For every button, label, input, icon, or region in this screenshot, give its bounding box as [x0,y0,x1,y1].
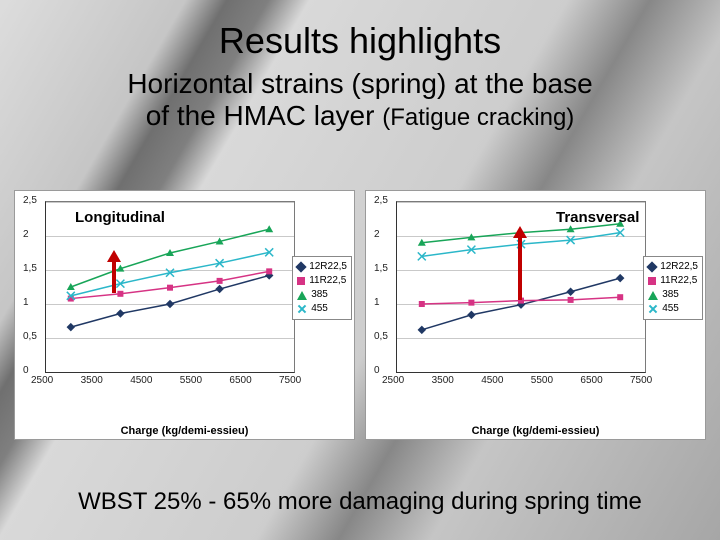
legend-marker-icon [648,291,658,300]
y-tick-label: 0 [23,365,29,376]
legend-item: 385 [648,288,698,302]
x-tick-label: 4500 [130,375,152,386]
x-tick-label: 2500 [31,375,53,386]
series-marker [265,225,273,232]
legend-marker-icon [648,277,656,285]
y-tick-label: 2 [374,229,380,240]
legend-marker-icon [297,304,307,314]
subtitle-line2b: (Fatigue cracking) [382,104,574,131]
legend-label: 11R22,5 [309,274,346,288]
x-tick-label: 6500 [229,375,251,386]
y-tick-label: 0,5 [374,331,388,342]
slide: Results highlights Horizontal strains (s… [0,0,720,540]
chart-svg [46,202,294,372]
red-arrow [515,238,525,299]
y-tick-label: 1 [374,297,380,308]
series-marker [167,285,173,291]
series-marker [617,294,623,300]
series-marker [616,274,624,282]
x-axis-label: Charge (kg/demi-essieu) [15,425,354,437]
page-title: Results highlights [0,0,720,62]
series-marker [468,300,474,306]
chart-left-title: Longitudinal [75,209,165,226]
legend-label: 12R22,5 [660,260,698,274]
x-tick-label: 7500 [630,375,652,386]
subtitle-line1: Horizontal strains (spring) at the base [127,68,592,99]
x-tick-label: 5500 [180,375,202,386]
page-subtitle: Horizontal strains (spring) at the base … [0,68,720,132]
chart-panel-transversal: Transversal 0 0,5 1 1,5 2 2,5 2500 3500 4500 5500… [365,190,706,440]
legend-item: 11R22,5 [297,274,347,288]
series-marker [166,300,174,308]
series-marker [67,323,75,331]
legend-marker-icon [296,261,307,272]
legend-item: 12R22,5 [648,260,698,274]
y-tick-label: 1,5 [374,263,388,274]
legend-item: 11R22,5 [648,274,698,288]
y-tick-label: 2 [23,229,29,240]
series-marker [566,288,574,296]
legend-marker-icon [648,304,658,314]
series-marker [568,297,574,303]
y-tick-label: 0 [374,365,380,376]
legend-label: 12R22,5 [309,260,347,274]
subtitle-line2a: of the HMAC layer [146,100,383,131]
y-tick-label: 1 [23,297,29,308]
legend-item: 455 [297,302,347,316]
y-tick-label: 2,5 [23,195,37,206]
legend-item: 455 [648,302,698,316]
series-marker [419,301,425,307]
chart-panel-longitudinal: Longitudinal 0 0,5 1 1,5 2 2,5 2500 3500 4500 550… [14,190,355,440]
x-tick-label: 6500 [580,375,602,386]
x-tick-label: 3500 [432,375,454,386]
legend-label: 385 [662,288,679,302]
x-tick-label: 7500 [279,375,301,386]
legend-item: 12R22,5 [297,260,347,274]
legend-label: 11R22,5 [660,274,697,288]
legend-label: 455 [662,302,679,316]
chart-right-title: Transversal [556,209,639,226]
legend-marker-icon [647,261,658,272]
y-tick-label: 0,5 [23,331,37,342]
legend-marker-icon [297,291,307,300]
legend-label: 385 [311,288,328,302]
charts-row: Longitudinal 0 0,5 1 1,5 2 2,5 2500 3500 4500 550… [14,190,706,440]
x-tick-label: 3500 [81,375,103,386]
bottom-note: WBST 25% - 65% more damaging during spri… [0,488,720,516]
x-axis-label: Charge (kg/demi-essieu) [366,425,705,437]
x-tick-label: 2500 [382,375,404,386]
red-arrow [109,262,119,293]
legend: 12R22,511R22,5385455 [292,256,352,320]
x-tick-label: 4500 [481,375,503,386]
series-marker [418,326,426,334]
legend-item: 385 [297,288,347,302]
series-marker [116,309,124,317]
series-marker [467,311,475,319]
x-tick-label: 5500 [531,375,553,386]
series-marker [215,285,223,293]
series-marker [266,268,272,274]
legend: 12R22,511R22,5385455 [643,256,703,320]
series-marker [217,278,223,284]
plot-area [45,201,295,373]
legend-label: 455 [311,302,328,316]
y-tick-label: 1,5 [23,263,37,274]
legend-marker-icon [297,277,305,285]
y-tick-label: 2,5 [374,195,388,206]
